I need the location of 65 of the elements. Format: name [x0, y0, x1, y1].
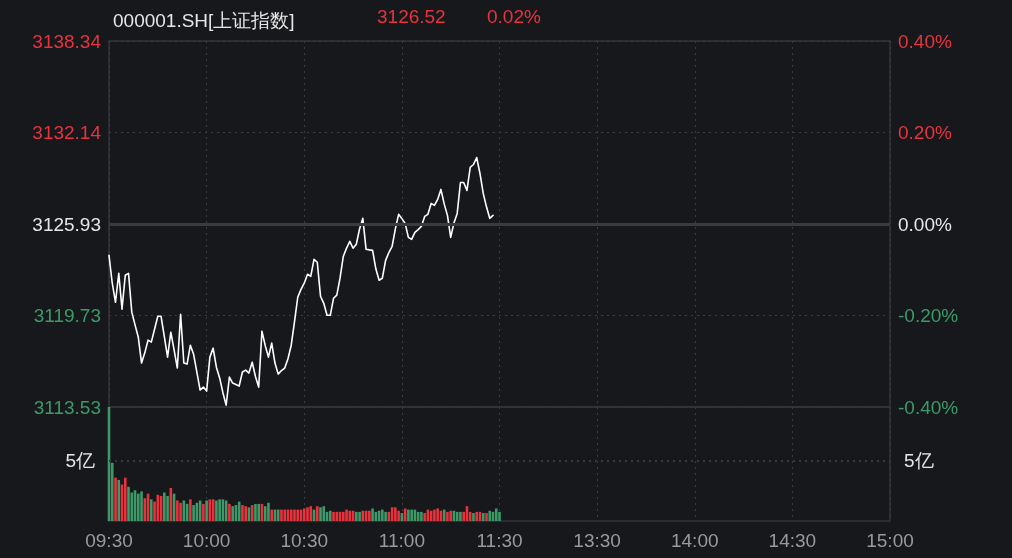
bar [114, 477, 117, 521]
bar [280, 509, 283, 521]
bar [345, 509, 348, 521]
bar [257, 503, 260, 521]
text: 5亿 [904, 450, 934, 472]
bar [267, 502, 270, 521]
y2-tick-label: 0.00% [898, 213, 952, 235]
y-tick-label: 3132.14 [32, 121, 102, 143]
line-series [108, 156, 494, 406]
x-tick-label: 11:00 [378, 530, 425, 551]
bar [394, 507, 397, 521]
bar [176, 500, 179, 521]
x-tick-label: 11:30 [476, 530, 523, 551]
bar [306, 507, 309, 521]
bar [163, 492, 166, 521]
bar [140, 491, 143, 521]
bar [433, 509, 436, 521]
bar [319, 507, 322, 521]
bar [407, 509, 410, 521]
bar [189, 499, 192, 521]
bar [215, 500, 218, 521]
x-tick-label: 14:00 [670, 530, 719, 551]
y-tick-label: 3119.73 [33, 305, 101, 327]
ref-line-label: 5亿 [65, 450, 95, 472]
x-tick-label: 09:30 [85, 530, 133, 551]
bar [381, 509, 384, 521]
bar [358, 511, 361, 521]
y2-tick-label: -0.40% [898, 396, 959, 418]
bar [179, 502, 182, 521]
bar [436, 508, 439, 521]
bar [166, 495, 169, 521]
y2-tick-label: 0.40% [898, 30, 952, 52]
bar [446, 511, 449, 521]
y-tick-label: 3113.53 [33, 396, 101, 418]
text: 0.02% [487, 6, 541, 27]
bar [254, 503, 257, 521]
y-tick-label: 3138.34 [32, 30, 102, 52]
bar [123, 477, 127, 521]
text: 3126.52 [377, 6, 446, 27]
bar [241, 505, 244, 521]
chart-title: 000001.SH[上证指数] [113, 10, 295, 31]
x-tick-label: 10:00 [182, 530, 231, 551]
x-tick-label: 14:30 [768, 530, 817, 551]
bar [117, 479, 121, 521]
bar [192, 505, 195, 521]
y-tick-label: 3125.93 [32, 213, 101, 235]
x-tick-label: 15:00 [866, 530, 914, 551]
y2-tick-label: 0.20% [898, 122, 952, 143]
bar [218, 499, 221, 521]
bar [397, 510, 400, 521]
y2-tick-label: -0.20% [898, 305, 959, 326]
bar [342, 511, 345, 521]
bar [244, 506, 247, 521]
bar [384, 511, 387, 521]
bar [449, 510, 452, 521]
bar [293, 509, 296, 521]
bar [322, 506, 326, 521]
bar [143, 498, 147, 521]
bar [355, 511, 358, 521]
bar [498, 511, 501, 521]
bar [127, 486, 130, 521]
x-tick-label: 13:30 [573, 530, 621, 551]
bar [410, 509, 413, 521]
x-tick-label: 10:30 [280, 530, 329, 551]
bar [485, 513, 488, 521]
